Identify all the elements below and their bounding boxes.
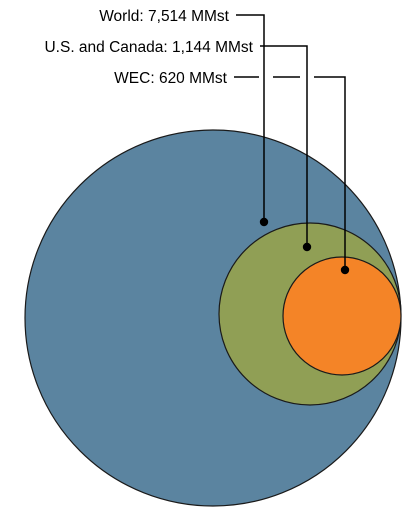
us-canada-label: U.S. and Canada: 1,144 MMst	[44, 39, 253, 56]
wec-circle	[282, 256, 402, 376]
us-canada-leader-line	[260, 45, 308, 247]
world-leader-line	[236, 14, 265, 222]
world-marker-dot	[259, 217, 269, 227]
wec-leader-line-segment-c	[314, 76, 346, 270]
wec-marker-dot	[340, 265, 350, 275]
wec-label: WEC: 620 MMst	[114, 70, 228, 87]
world-label: World: 7,514 MMst	[99, 8, 229, 25]
us-canada-marker-dot	[302, 242, 312, 252]
